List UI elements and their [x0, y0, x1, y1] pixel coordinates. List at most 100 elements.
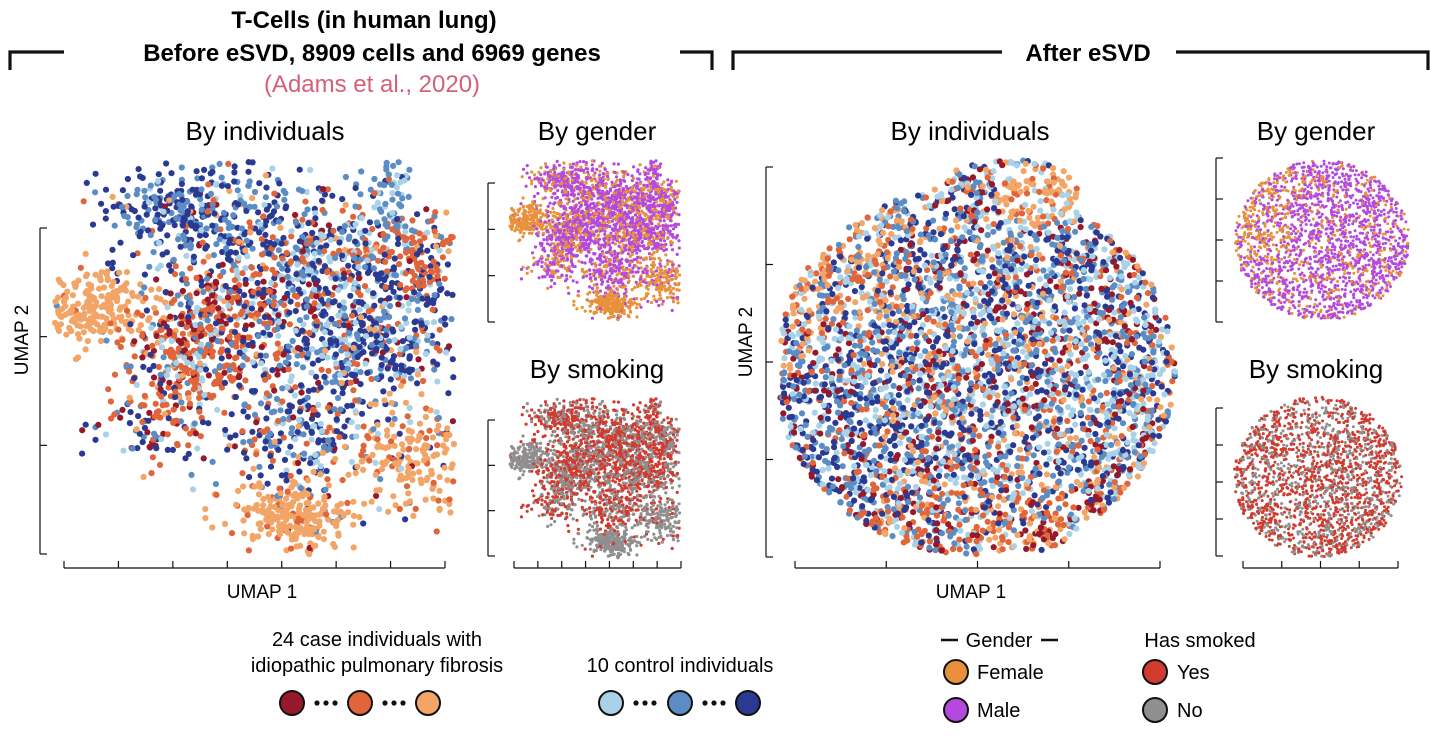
scatter-point [635, 251, 639, 255]
scatter-point [247, 229, 254, 236]
scatter-point [402, 249, 410, 256]
scatter-point [200, 258, 207, 265]
scatter-point [179, 372, 186, 379]
scatter-point [441, 275, 448, 282]
scatter-point [649, 229, 653, 233]
scatter-point [600, 202, 605, 207]
scatter-point [586, 176, 590, 180]
scatter-point [562, 245, 566, 249]
scatter-point [82, 273, 90, 280]
scatter-point [136, 233, 143, 240]
scatter-point [339, 477, 346, 484]
scatter-point [126, 420, 133, 427]
scatter-point [171, 193, 178, 200]
scatter-point [152, 309, 160, 316]
scatter-point [541, 197, 545, 201]
scatter-point [216, 160, 223, 167]
scatter-point [256, 483, 263, 490]
scatter-point [189, 486, 197, 493]
scatter-point [406, 354, 413, 361]
scatter-point [234, 187, 241, 194]
scatter-point [354, 423, 361, 431]
scatter-point [592, 194, 596, 198]
scatter-point [311, 286, 318, 293]
scatter-point [530, 170, 534, 174]
scatter-point [530, 179, 534, 183]
scatter-point [285, 354, 292, 361]
left-title-line2: Before eSVD, 8909 cells and 6969 genes [143, 40, 601, 67]
scatter-point [662, 180, 666, 184]
scatter-point [103, 337, 110, 344]
scatter-point [397, 345, 404, 353]
scatter-point [198, 227, 205, 234]
scatter-point [120, 447, 127, 454]
scatter-point [406, 258, 413, 265]
scatter-point [447, 509, 454, 516]
scatter-point [264, 404, 271, 411]
scatter-point [512, 221, 516, 225]
scatter-point [543, 220, 547, 224]
scatter-point [557, 174, 561, 178]
scatter-point [193, 376, 200, 383]
scatter-point [196, 394, 203, 401]
scatter-point [223, 362, 230, 369]
scatter-point [364, 257, 371, 264]
scatter-point [208, 348, 216, 355]
scatter-point [321, 329, 328, 336]
scatter-point [317, 231, 325, 238]
scatter-point [558, 231, 562, 235]
scatter-point [265, 493, 272, 500]
scatter-point [508, 224, 512, 228]
scatter-point [302, 198, 309, 205]
scatter-point [571, 162, 576, 166]
scatter-point [617, 187, 621, 192]
scatter-point [539, 215, 543, 219]
scatter-point [449, 356, 456, 363]
scatter-point [415, 265, 422, 272]
scatter-point [279, 526, 286, 533]
scatter-point [350, 544, 357, 551]
scatter-point [595, 167, 599, 171]
scatter-point [590, 163, 594, 167]
scatter-point [249, 195, 256, 202]
scatter-point [226, 236, 234, 243]
scatter-point [441, 464, 448, 471]
scatter-point [341, 312, 348, 319]
scatter-point [575, 238, 579, 242]
scatter-point [212, 278, 219, 285]
scatter-point [551, 182, 555, 186]
scatter-point [645, 246, 649, 250]
scatter-point [113, 288, 120, 295]
scatter-point [198, 186, 205, 193]
scatter-point [436, 473, 443, 481]
scatter-point [205, 420, 212, 427]
scatter-point [339, 228, 346, 235]
scatter-point [196, 232, 204, 239]
scatter-point [292, 490, 299, 497]
scatter-point [149, 342, 156, 349]
scatter-point [321, 493, 328, 500]
scatter-point [296, 238, 303, 245]
scatter-point [612, 162, 616, 166]
scatter-point [224, 255, 232, 263]
scatter-point [236, 382, 243, 389]
scatter-point [352, 203, 359, 210]
scatter-point [155, 178, 162, 185]
scatter-point [562, 161, 566, 165]
scatter-point [145, 199, 152, 206]
scatter-point [255, 491, 263, 498]
scatter-point [287, 443, 294, 450]
scatter-point [281, 294, 288, 302]
scatter-point [139, 174, 146, 181]
scatter-point [566, 185, 570, 189]
scatter-point [325, 222, 332, 229]
scatter-point [635, 181, 639, 185]
scatter-point [659, 243, 663, 247]
scatter-point [380, 388, 387, 395]
scatter-point [374, 430, 382, 438]
scatter-point [407, 375, 414, 382]
scatter-point [598, 253, 602, 257]
scatter-point [640, 187, 644, 191]
scatter-point [536, 177, 541, 181]
scatter-point [162, 299, 169, 306]
